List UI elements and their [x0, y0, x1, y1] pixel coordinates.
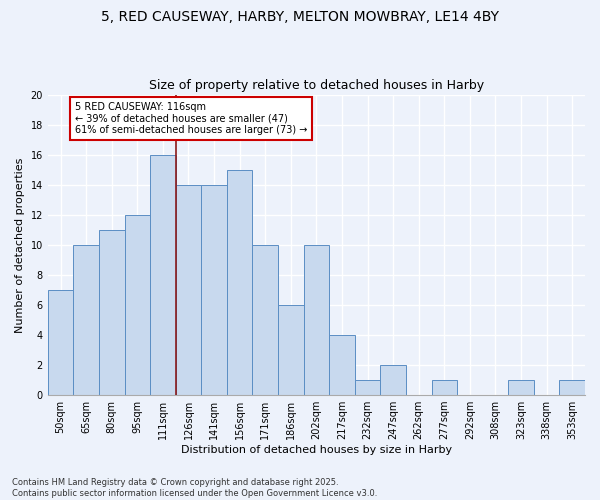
Bar — [559, 380, 585, 395]
Bar — [99, 230, 125, 395]
Bar — [125, 215, 150, 395]
Bar — [380, 365, 406, 395]
Bar — [176, 184, 201, 395]
Bar — [48, 290, 73, 395]
Bar — [253, 245, 278, 395]
Bar — [227, 170, 253, 395]
Bar — [355, 380, 380, 395]
Bar — [150, 154, 176, 395]
Bar — [431, 380, 457, 395]
Bar — [304, 245, 329, 395]
Y-axis label: Number of detached properties: Number of detached properties — [15, 157, 25, 332]
Text: 5, RED CAUSEWAY, HARBY, MELTON MOWBRAY, LE14 4BY: 5, RED CAUSEWAY, HARBY, MELTON MOWBRAY, … — [101, 10, 499, 24]
Bar — [508, 380, 534, 395]
Bar — [201, 184, 227, 395]
Bar — [278, 305, 304, 395]
Text: 5 RED CAUSEWAY: 116sqm
← 39% of detached houses are smaller (47)
61% of semi-det: 5 RED CAUSEWAY: 116sqm ← 39% of detached… — [74, 102, 307, 136]
Bar — [329, 335, 355, 395]
Text: Contains HM Land Registry data © Crown copyright and database right 2025.
Contai: Contains HM Land Registry data © Crown c… — [12, 478, 377, 498]
Title: Size of property relative to detached houses in Harby: Size of property relative to detached ho… — [149, 79, 484, 92]
Bar — [73, 245, 99, 395]
X-axis label: Distribution of detached houses by size in Harby: Distribution of detached houses by size … — [181, 445, 452, 455]
